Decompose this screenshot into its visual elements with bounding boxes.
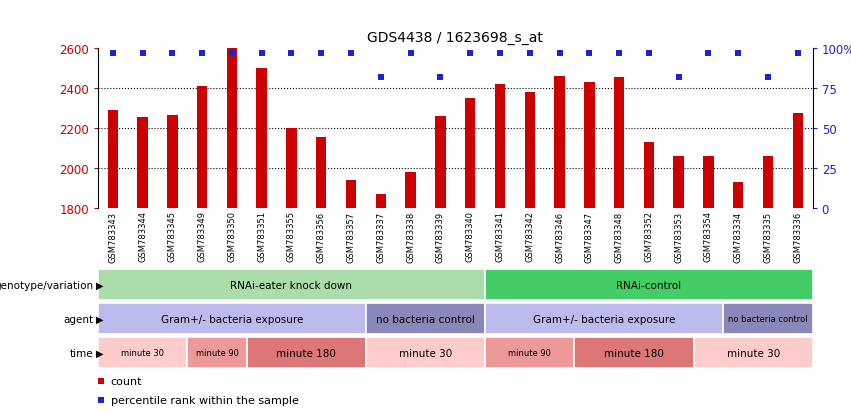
Bar <box>375 194 386 208</box>
Text: RNAi-eater knock down: RNAi-eater knock down <box>231 280 352 290</box>
Bar <box>792 114 803 208</box>
Bar <box>256 69 267 208</box>
Text: ▶: ▶ <box>96 280 104 290</box>
Text: time: time <box>70 348 94 358</box>
Bar <box>494 85 505 208</box>
Text: minute 180: minute 180 <box>277 348 336 358</box>
Bar <box>643 142 654 208</box>
Text: minute 180: minute 180 <box>604 348 664 358</box>
Bar <box>485 269 813 301</box>
Bar <box>762 157 774 208</box>
Text: agent: agent <box>64 314 94 324</box>
Bar <box>286 129 297 208</box>
Bar <box>485 337 574 368</box>
Bar <box>107 111 118 208</box>
Bar <box>694 337 813 368</box>
Text: Gram+/- bacteria exposure: Gram+/- bacteria exposure <box>161 314 303 324</box>
Bar <box>98 337 187 368</box>
Bar <box>524 93 535 208</box>
Bar <box>366 337 485 368</box>
Bar <box>733 182 744 208</box>
Text: RNAi-control: RNAi-control <box>616 280 682 290</box>
Bar <box>366 303 485 335</box>
Text: count: count <box>111 376 142 386</box>
Text: no bacteria control: no bacteria control <box>376 314 475 324</box>
Bar <box>346 180 357 208</box>
Text: minute 90: minute 90 <box>196 348 238 357</box>
Bar <box>723 303 813 335</box>
Bar <box>465 99 476 208</box>
Text: minute 30: minute 30 <box>121 348 164 357</box>
Text: genotype/variation: genotype/variation <box>0 280 94 290</box>
Text: no bacteria control: no bacteria control <box>728 314 808 323</box>
Text: minute 90: minute 90 <box>508 348 551 357</box>
Text: minute 30: minute 30 <box>399 348 452 358</box>
Text: ▶: ▶ <box>96 348 104 358</box>
Bar <box>485 303 723 335</box>
Bar <box>405 172 416 208</box>
Text: percentile rank within the sample: percentile rank within the sample <box>111 395 299 405</box>
Bar <box>226 49 237 208</box>
Text: Gram+/- bacteria exposure: Gram+/- bacteria exposure <box>533 314 676 324</box>
Bar <box>137 118 148 208</box>
Bar <box>247 337 366 368</box>
Bar <box>574 337 694 368</box>
Bar <box>673 157 684 208</box>
Bar <box>703 157 714 208</box>
Title: GDS4438 / 1623698_s_at: GDS4438 / 1623698_s_at <box>368 31 543 45</box>
Text: ▶: ▶ <box>96 314 104 324</box>
Bar <box>187 337 247 368</box>
Bar <box>614 78 625 208</box>
Bar <box>316 138 327 208</box>
Bar <box>197 87 208 208</box>
Bar <box>435 117 446 208</box>
Text: minute 30: minute 30 <box>727 348 780 358</box>
Bar <box>554 77 565 208</box>
Bar <box>98 269 485 301</box>
Bar <box>584 83 595 208</box>
Bar <box>98 303 366 335</box>
Bar <box>167 116 178 208</box>
